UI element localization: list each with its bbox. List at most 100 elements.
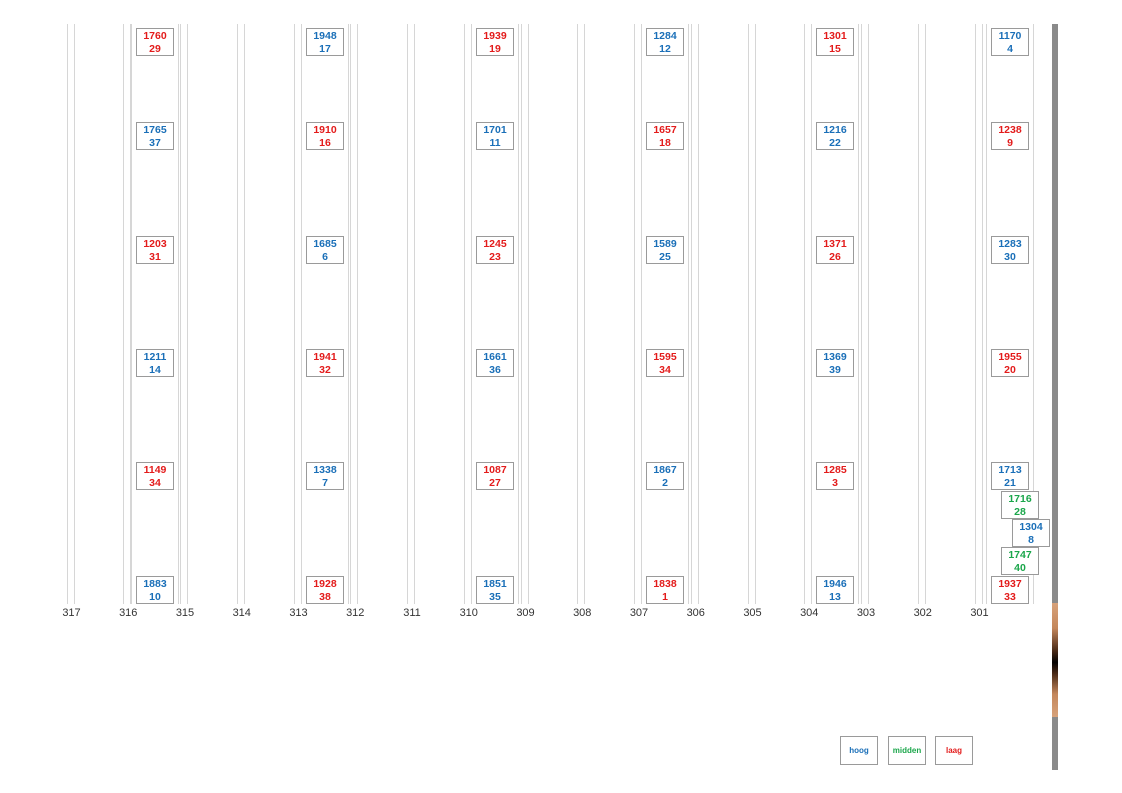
card-count: 36	[489, 363, 501, 376]
card-number: 1716	[1008, 493, 1032, 505]
scrollbar-thumb[interactable]	[1052, 603, 1058, 717]
card-count: 12	[659, 42, 671, 55]
card-number: 1955	[998, 351, 1022, 363]
location-card-1338[interactable]: 1338 7	[306, 462, 344, 490]
grid-line	[74, 24, 75, 604]
grid-line	[748, 24, 749, 604]
location-card-1937[interactable]: 1937 33	[991, 576, 1029, 604]
card-count: 34	[659, 363, 671, 376]
location-card-1283[interactable]: 1283 30	[991, 236, 1029, 264]
card-number: 1369	[823, 351, 847, 363]
location-card-1087[interactable]: 1087 27	[476, 462, 514, 490]
axis-label-305: 305	[743, 607, 762, 619]
axis-label-307: 307	[629, 607, 649, 619]
card-number: 1937	[998, 578, 1022, 590]
location-card-1928[interactable]: 1928 38	[306, 576, 344, 604]
location-card-1285[interactable]: 1285 3	[816, 462, 854, 490]
location-card-1216[interactable]: 1216 22	[816, 122, 854, 150]
card-number: 1657	[653, 124, 677, 136]
location-card-1657[interactable]: 1657 18	[646, 122, 684, 150]
location-card-1939[interactable]: 1939 19	[476, 28, 514, 56]
location-card-1838[interactable]: 1838 1	[646, 576, 684, 604]
card-count: 34	[149, 476, 161, 489]
card-count: 27	[489, 476, 501, 489]
grid-line	[464, 24, 465, 604]
location-card-1867[interactable]: 1867 2	[646, 462, 684, 490]
card-number: 1760	[143, 30, 167, 42]
location-card-1661[interactable]: 1661 36	[476, 349, 514, 377]
card-number: 1946	[823, 578, 847, 590]
grid-line	[244, 24, 245, 604]
location-card-1685[interactable]: 1685 6	[306, 236, 344, 264]
card-number: 1883	[143, 578, 167, 590]
card-number: 1928	[313, 578, 337, 590]
card-count: 17	[319, 42, 331, 55]
location-card-1883[interactable]: 1883 10	[136, 576, 174, 604]
card-number: 1867	[653, 464, 677, 476]
card-count: 35	[489, 590, 501, 603]
location-card-1747[interactable]: 1747 40	[1001, 547, 1039, 575]
grid-line	[584, 24, 585, 604]
grid-line	[348, 24, 349, 604]
location-card-1371[interactable]: 1371 26	[816, 236, 854, 264]
location-card-1941[interactable]: 1941 32	[306, 349, 344, 377]
grid-line	[130, 24, 131, 604]
location-card-1170[interactable]: 1170 4	[991, 28, 1029, 56]
card-number: 1713	[998, 464, 1022, 476]
location-card-1701[interactable]: 1701 11	[476, 122, 514, 150]
grid-line	[187, 24, 188, 604]
grid-line	[975, 24, 976, 604]
grid-line	[688, 24, 689, 604]
card-number: 1939	[483, 30, 507, 42]
axis-label-313: 313	[289, 607, 308, 619]
location-card-1211[interactable]: 1211 14	[136, 349, 174, 377]
location-card-1716[interactable]: 1716 28	[1001, 491, 1039, 519]
location-card-1203[interactable]: 1203 31	[136, 236, 174, 264]
location-card-1948[interactable]: 1948 17	[306, 28, 344, 56]
location-card-1245[interactable]: 1245 23	[476, 236, 514, 264]
location-card-1284[interactable]: 1284 12	[646, 28, 684, 56]
card-number: 1301	[823, 30, 847, 42]
location-card-1149[interactable]: 1149 34	[136, 462, 174, 490]
axis-label-316: 316	[119, 607, 138, 619]
location-card-1910[interactable]: 1910 16	[306, 122, 344, 150]
card-count: 31	[149, 250, 161, 263]
grid-line	[528, 24, 529, 604]
axis-label-301: 301	[970, 607, 989, 619]
card-count: 30	[1004, 250, 1016, 263]
location-card-1946[interactable]: 1946 13	[816, 576, 854, 604]
card-number: 1851	[483, 578, 507, 590]
card-number: 1747	[1008, 549, 1032, 561]
card-count: 33	[1004, 590, 1016, 603]
card-count: 16	[319, 136, 331, 149]
axis-label-310: 310	[459, 607, 478, 619]
grid-line	[641, 24, 642, 604]
card-number: 1910	[313, 124, 337, 136]
location-card-1851[interactable]: 1851 35	[476, 576, 514, 604]
card-number: 1245	[483, 238, 507, 250]
axis-label-303: 303	[856, 607, 876, 619]
location-card-1595[interactable]: 1595 34	[646, 349, 684, 377]
location-card-1238[interactable]: 1238 9	[991, 122, 1029, 150]
location-card-1301[interactable]: 1301 15	[816, 28, 854, 56]
location-card-1765[interactable]: 1765 37	[136, 122, 174, 150]
legend-midden-button[interactable]: midden	[888, 736, 926, 765]
legend-laag-button[interactable]: laag	[935, 736, 973, 765]
location-card-1760[interactable]: 1760 29	[136, 28, 174, 56]
location-card-1955[interactable]: 1955 20	[991, 349, 1029, 377]
grid-line	[294, 24, 295, 604]
location-card-1369[interactable]: 1369 39	[816, 349, 854, 377]
legend-hoog-button[interactable]: hoog	[840, 736, 878, 765]
card-count: 40	[1014, 561, 1026, 574]
grid-line	[755, 24, 756, 604]
card-count: 20	[1004, 363, 1016, 376]
location-card-1713[interactable]: 1713 21	[991, 462, 1029, 490]
card-number: 1838	[653, 578, 677, 590]
scrollbar-track[interactable]	[1052, 24, 1058, 770]
location-card-1589[interactable]: 1589 25	[646, 236, 684, 264]
grid-line	[634, 24, 635, 604]
location-card-1304[interactable]: 1304 8	[1012, 519, 1050, 547]
grid-line	[350, 24, 351, 604]
grid-line	[237, 24, 238, 604]
